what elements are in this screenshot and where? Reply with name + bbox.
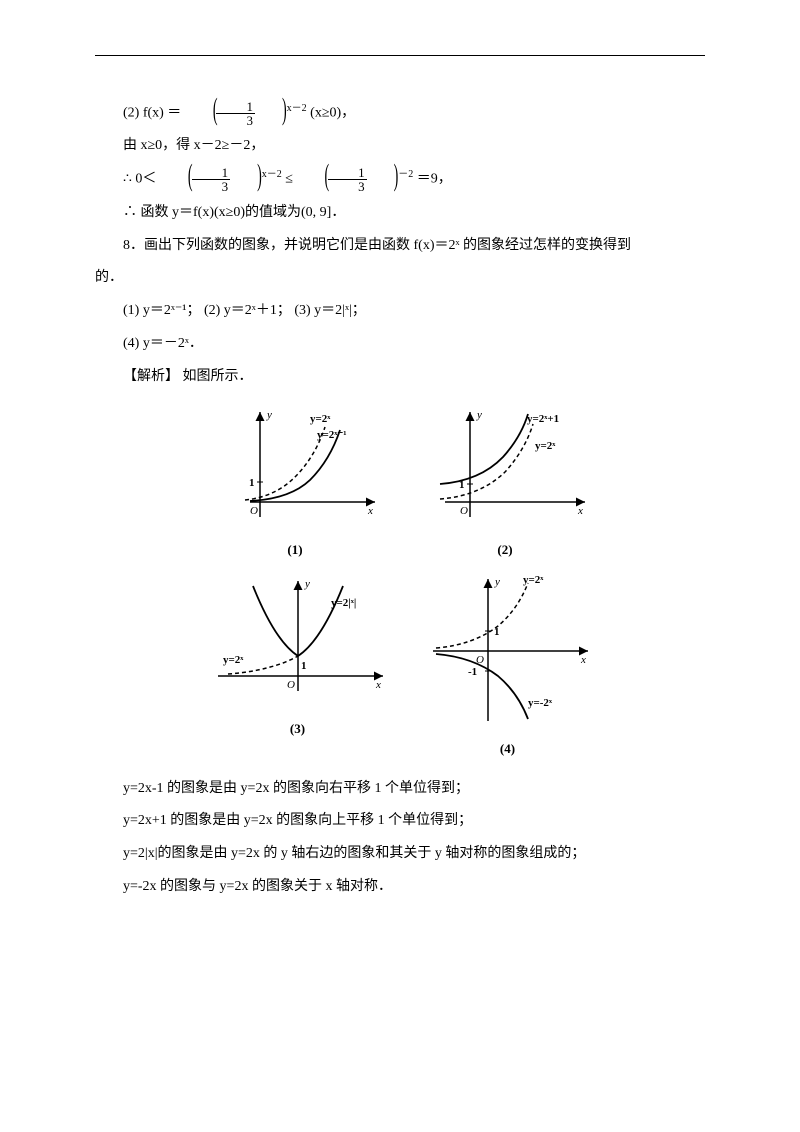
figure-caption: (1) [205,536,385,565]
text-line: 【解析】 如图所示． [95,362,705,393]
text-line: y=2|x|的图象是由 y=2x 的 y 轴右边的图象和其关于 y 轴对称的图象… [95,839,705,870]
tick-label: 1 [301,660,307,672]
equation-line: ∴ 0＜ (13)x－2 ≤ (13)－2 ＝9， [95,164,705,195]
text-line: 8．画出下列函数的图象，并说明它们是由函数 f(x)＝2ˣ 的图象经过怎样的变换… [95,231,705,262]
figure-3: 1 O y x y=2|ˣ| y=2ˣ (3) [203,571,393,764]
text-frag: ∴ 0＜ [123,172,156,187]
graph-svg: 1 -1 O y x y=2ˣ y=-2ˣ [418,571,598,731]
top-rule [95,55,705,56]
figure-4: 1 -1 O y x y=2ˣ y=-2ˣ (4) [418,571,598,764]
fraction: 13 [216,100,255,127]
figure-caption: (2) [415,536,595,565]
paren-icon: ) [229,146,262,214]
document-body: (2) f(x) ＝ (13)x－2 (x≥0)， 由 x≥0，得 x－2≥－2… [95,98,705,903]
curve-label: y=2ˣ [535,440,556,452]
fraction: 13 [328,166,367,193]
curve-label: y=-2ˣ [528,697,553,709]
axis-label: x [580,654,586,666]
text-line: (1) y＝2ˣ⁻¹； (2) y＝2ˣ＋1； (3) y＝2|ˣ|； [95,296,705,327]
curve-label: y=2ˣ+1 [527,413,559,425]
origin-label: O [250,505,258,517]
tick-label: 1 [459,479,465,491]
curve-label: y=2ˣ⁻¹ [317,429,347,441]
paren-icon: ) [366,146,399,214]
text-line: (4) y＝－2ˣ． [95,329,705,360]
tick-label: -1 [468,666,477,678]
text-line: 的． [95,263,705,294]
axis-label: y [304,578,310,590]
curve-label: y=2|ˣ| [331,597,356,609]
exponent: －2 [398,169,413,180]
curve-label: y=2ˣ [223,654,244,666]
text-line: y=-2x 的图象与 y=2x 的图象关于 x 轴对称． [95,872,705,903]
tick-label: 1 [494,626,500,638]
axis-label: y [476,409,482,421]
origin-label: O [476,654,484,666]
graph-svg: 1 O y x y=2ˣ y=2ˣ⁻¹ [205,402,385,532]
text-frag: (2) f(x) ＝ [123,106,181,121]
axis-label: y [494,576,500,588]
axis-label: x [375,679,381,691]
paren-icon: ( [160,146,193,214]
figure-caption: (4) [418,735,598,764]
figure-1: 1 O y x y=2ˣ y=2ˣ⁻¹ (1) [205,402,385,565]
axis-label: y [266,409,272,421]
figure-2: 1 O y x y=2ˣ+1 y=2ˣ (2) [415,402,595,565]
figure-row: 1 O y x y=2|ˣ| y=2ˣ (3) [200,571,600,764]
text-line: y=2x-1 的图象是由 y=2x 的图象向右平移 1 个单位得到； [95,774,705,805]
curve-label: y=2ˣ [310,413,331,425]
exponent: x－2 [262,169,282,180]
origin-label: O [287,679,295,691]
curve-label: y=2ˣ [523,574,544,586]
tick-label: 1 [249,477,255,489]
axis-label: x [577,505,583,517]
axis-label: x [367,505,373,517]
paren-icon: ) [254,80,287,148]
text-line: y=2x+1 的图象是由 y=2x 的图象向上平移 1 个单位得到； [95,806,705,837]
text-frag: ≤ [285,172,293,187]
text-frag: (x≥0)， [310,106,355,121]
text-frag: ＝9， [417,172,452,187]
origin-label: O [460,505,468,517]
exponent: x－2 [287,103,307,114]
figure-row: 1 O y x y=2ˣ y=2ˣ⁻¹ (1) [200,402,600,565]
paren-icon: ( [296,146,329,214]
graph-svg: 1 O y x y=2|ˣ| y=2ˣ [203,571,393,711]
graph-svg: 1 O y x y=2ˣ+1 y=2ˣ [415,402,595,532]
figures-grid: 1 O y x y=2ˣ y=2ˣ⁻¹ (1) [200,402,600,763]
fraction: 13 [192,166,231,193]
document-page: (2) f(x) ＝ (13)x－2 (x≥0)， 由 x≥0，得 x－2≥－2… [0,0,800,1132]
paren-icon: ( [185,80,218,148]
equation-line: (2) f(x) ＝ (13)x－2 (x≥0)， [95,98,705,129]
figure-caption: (3) [203,715,393,744]
